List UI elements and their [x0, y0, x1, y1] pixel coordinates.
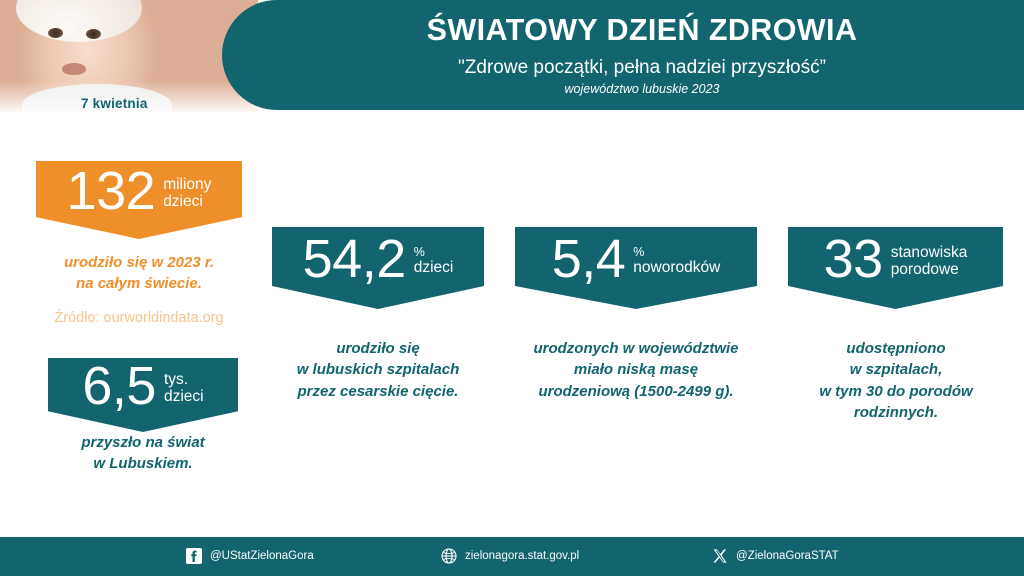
- footer-link-website[interactable]: zielonagora.stat.gov.pl: [441, 548, 579, 564]
- header-panel: ŚWIATOWY DZIEŃ ZDROWIA "Zdrowe początki,…: [222, 0, 1024, 110]
- stat-inner: 54,2 % dzieci: [302, 229, 454, 290]
- stat-number: 33: [823, 229, 884, 290]
- facebook-icon: [186, 548, 202, 564]
- stat-box-low-birth-weight: 5,4 % noworodków: [515, 227, 757, 309]
- page-subtitle: "Zdrowe początki, pełna nadziei przyszło…: [458, 57, 826, 78]
- stat-unit-line2: dzieci: [413, 258, 454, 276]
- stat-caption-delivery-stations: udostępniono w szpitalach, w tym 30 do p…: [819, 340, 973, 421]
- stat-caption-low-birth-weight: urodzonych w województwie miało niską ma…: [533, 340, 739, 400]
- stat-unit-line2: dzieci: [163, 192, 203, 210]
- stat-unit-line2: noworodków: [633, 258, 721, 276]
- photo-fade-overlay: [0, 0, 258, 112]
- page-title: ŚWIATOWY DZIEŃ ZDROWIA: [426, 13, 858, 47]
- stat-unit-line1: %: [633, 245, 645, 260]
- stat-unit-line1: %: [413, 245, 425, 260]
- footer-link-label: @ZielonaGoraSTAT: [736, 550, 839, 562]
- stat-inner: 33 stanowiska porodowe: [823, 229, 968, 290]
- stat-unit-line1: tys.: [163, 370, 189, 388]
- footer-link-label: zielonagora.stat.gov.pl: [465, 550, 580, 562]
- stat-unit: % noworodków: [633, 244, 720, 276]
- page-region-year: województwo lubuskie 2023: [564, 82, 720, 96]
- stat-unit: miliony dzieci: [163, 174, 211, 211]
- stat-box-global-births: 132 miliony dzieci: [36, 161, 242, 239]
- footer-link-x[interactable]: @ZielonaGoraSTAT: [712, 548, 839, 564]
- stat-unit: tys. dzieci: [164, 369, 204, 406]
- header-date-badge: 7 kwietnia: [81, 96, 148, 111]
- stat-number: 54,2: [302, 229, 407, 290]
- stat-unit-line1: stanowiska: [890, 243, 968, 261]
- stat-unit: stanowiska porodowe: [891, 242, 968, 279]
- footer-link-label: @UStatZielonaGora: [210, 550, 314, 562]
- stat-box-caesarean-share: 54,2 % dzieci: [272, 227, 484, 309]
- stat-box-delivery-stations: 33 stanowiska porodowe: [788, 227, 1003, 309]
- stat-caption-caesarean-share: urodziło się w lubuskich szpitalach prze…: [296, 340, 460, 400]
- footer-link-facebook[interactable]: @UStatZielonaGora: [186, 548, 314, 564]
- stat-caption-global-births: urodziło się w 2023 r. na całym świecie.: [63, 254, 215, 293]
- footer-bar: @UStatZielonaGora zielonagora.stat.gov.p…: [0, 537, 1024, 576]
- header-photo: [0, 0, 258, 112]
- stat-box-lubuskie-births: 6,5 tys. dzieci: [48, 358, 238, 432]
- stat-unit-line2: dzieci: [163, 387, 204, 405]
- globe-icon: [441, 548, 457, 564]
- x-twitter-icon: [713, 549, 727, 563]
- stat-unit-line1: miliony: [163, 175, 212, 193]
- stat-unit: % dzieci: [414, 244, 454, 276]
- stat-number: 132: [66, 161, 156, 222]
- stat-inner: 132 miliony dzieci: [66, 161, 212, 222]
- stat-number: 5,4: [551, 229, 626, 290]
- stat-inner: 6,5 tys. dzieci: [82, 356, 204, 417]
- stat-source-global-births: Źródło: ourworldindata.org: [54, 310, 224, 326]
- stat-inner: 5,4 % noworodków: [551, 229, 721, 290]
- stat-caption-lubuskie-births: przyszło na świat w Lubuskiem.: [81, 434, 205, 473]
- stat-number: 6,5: [82, 356, 156, 417]
- stat-unit-line2: porodowe: [890, 260, 959, 278]
